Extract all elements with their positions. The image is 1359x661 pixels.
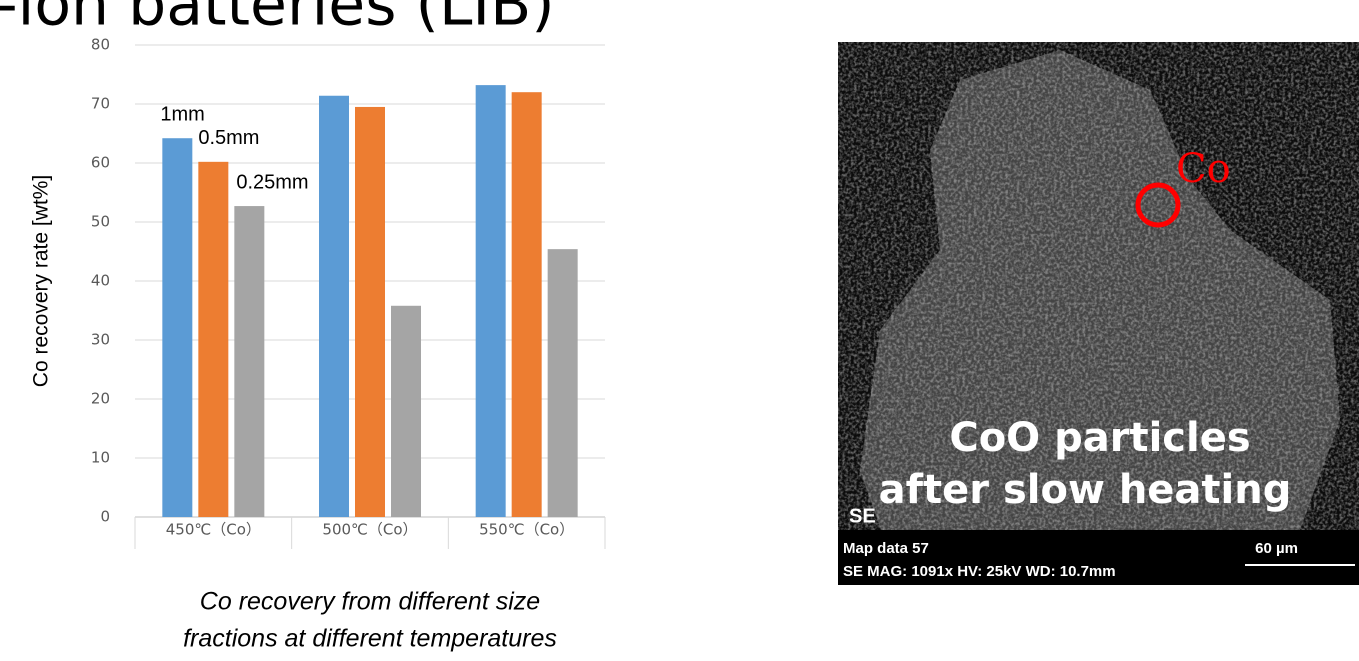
y-tick-label: 30 (91, 331, 110, 349)
y-tick-label: 70 (91, 95, 110, 113)
y-tick-label: 10 (91, 449, 110, 467)
overlay-text: after slow heating (879, 467, 1292, 513)
bar (234, 206, 264, 517)
y-tick-label: 60 (91, 154, 110, 172)
y-tick-label: 0 (100, 508, 110, 526)
overlay-text: CoO particles (949, 415, 1250, 461)
map-label: Map data 57 (843, 540, 929, 557)
y-tick-label: 20 (91, 390, 110, 408)
bar (391, 306, 421, 517)
caption: fractions at different temperatures (183, 625, 557, 653)
x-tick-label: 450℃（Co） (166, 521, 261, 539)
x-tick-label: 550℃（Co） (479, 521, 574, 539)
bar (548, 249, 578, 517)
detector-label: SE (849, 505, 876, 527)
bar (476, 85, 506, 517)
bar (162, 138, 192, 517)
bar (198, 162, 228, 517)
sem-image: Co CoO particles after slow heating SE M… (838, 42, 1359, 585)
x-tick-label: 500℃（Co） (322, 521, 417, 539)
bar (512, 92, 542, 517)
y-tick-label: 50 (91, 213, 110, 231)
slide: -ion batteries (LIB) Co recovery rate [w… (0, 0, 1359, 657)
slide-title: -ion batteries (LIB) (0, 0, 555, 40)
series-label: 1mm (160, 104, 204, 126)
scale-label: 60 µm (1255, 540, 1298, 557)
y-tick-label: 40 (91, 272, 110, 290)
series-label: 0.5mm (198, 127, 259, 149)
series-label: 0.25mm (236, 171, 308, 193)
y-axis-label: Co recovery rate [wt%] (30, 175, 53, 387)
info-label: SE MAG: 1091x HV: 25kV WD: 10.7mm (843, 563, 1116, 580)
marker-label: Co (1176, 146, 1231, 192)
page: -ion batteries (LIB) Co recovery rate [w… (0, 0, 1359, 657)
caption: Co recovery from different size (200, 588, 540, 616)
bar (319, 96, 349, 517)
bar (355, 107, 385, 517)
y-tick-label: 80 (91, 36, 110, 54)
